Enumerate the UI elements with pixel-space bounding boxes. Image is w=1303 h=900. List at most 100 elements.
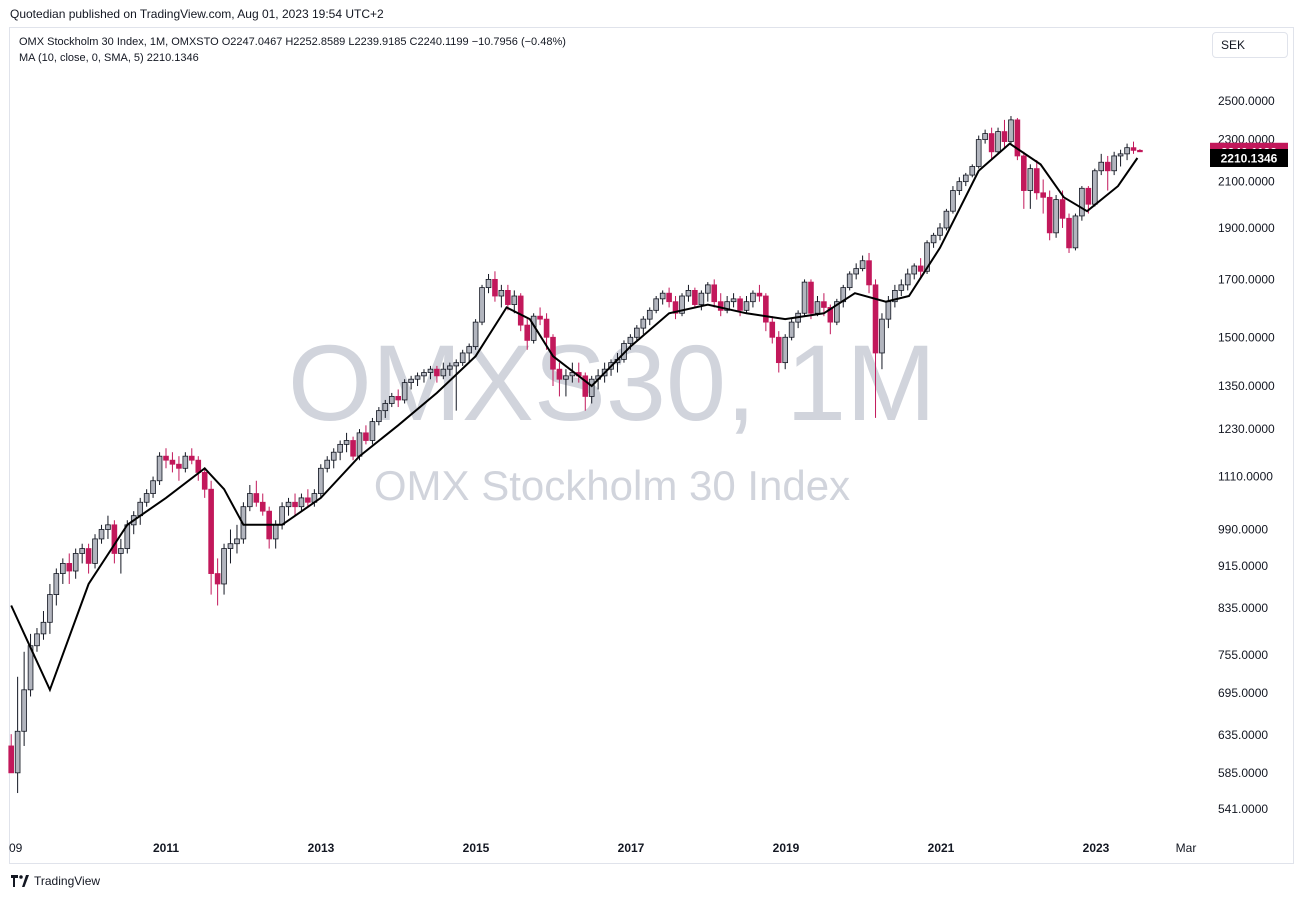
candle-body (259, 501, 266, 512)
candle-body (337, 443, 343, 453)
candle-body (272, 524, 279, 540)
candle-body (911, 265, 918, 275)
candle-body (305, 497, 311, 503)
candle (188, 448, 195, 465)
candle-body (505, 290, 511, 305)
candle-series (8, 116, 1143, 794)
candle-body (66, 563, 73, 572)
candle (214, 558, 221, 606)
candle (956, 177, 963, 196)
candle-body (1008, 119, 1014, 142)
candle-body (298, 497, 305, 508)
candle (666, 287, 672, 308)
y-tick-label: 1350.0000 (1218, 379, 1275, 393)
candle (692, 287, 698, 308)
candle (659, 290, 666, 305)
candle-body (827, 307, 834, 323)
candle-body (479, 287, 485, 323)
candle-body (1124, 147, 1130, 155)
candle-body (537, 315, 543, 320)
currency-button[interactable]: SEK (1212, 32, 1288, 58)
candle (769, 316, 776, 344)
candle-body (285, 501, 292, 508)
candle-body (653, 298, 659, 311)
y-tick-label: 835.0000 (1218, 601, 1268, 615)
candle (853, 263, 859, 280)
candle-body (1092, 170, 1098, 205)
candle-body (672, 301, 679, 314)
candle (995, 127, 1001, 154)
y-axis[interactable]: 2500.00002300.00002100.00001900.00001700… (1218, 94, 1275, 816)
candle-body (40, 621, 47, 635)
x-tick-label: 2019 (773, 841, 800, 855)
candle (453, 359, 460, 411)
candle-body (872, 284, 879, 354)
candle (775, 331, 782, 373)
candle (640, 316, 647, 335)
candle (724, 296, 730, 314)
candle (763, 293, 769, 332)
candle-body (363, 432, 369, 441)
watermark-name: OMX Stockholm 30 Index (374, 462, 850, 509)
candle-body (388, 396, 395, 404)
candle (21, 651, 27, 746)
candle-body (118, 548, 124, 554)
candle (1008, 116, 1014, 144)
candle (711, 279, 718, 308)
candle (563, 369, 569, 397)
legend-ma-line[interactable]: MA (10, close, 0, SMA, 5) 2210.1346 (19, 52, 199, 64)
x-tick-label: 2023 (1083, 841, 1110, 855)
candle-body (627, 336, 634, 344)
candle-body (846, 273, 853, 289)
candle (1046, 190, 1053, 241)
candle-body (524, 324, 531, 341)
candle (705, 282, 711, 302)
candle-body (698, 292, 705, 305)
candle (505, 284, 511, 311)
candle (421, 369, 427, 383)
y-tick-label: 695.0000 (1218, 686, 1268, 700)
candle (743, 296, 750, 314)
candle-body (982, 133, 988, 140)
candle (98, 524, 105, 544)
candle (163, 448, 169, 469)
candle (943, 208, 950, 231)
price-labels: 2240.11992210.1346 (1210, 142, 1288, 168)
candle (201, 468, 208, 498)
candle (679, 293, 685, 317)
candle (556, 362, 563, 397)
candle (1021, 151, 1027, 209)
candle-body (163, 455, 169, 461)
candle (118, 538, 124, 574)
candle-body (150, 480, 156, 494)
candle-body (176, 463, 182, 469)
candle-body (92, 538, 98, 564)
candle (105, 515, 111, 539)
legend-symbol-line[interactable]: OMX Stockholm 30 Index, 1M, OMXSTO O2247… (19, 36, 566, 48)
candle-body (885, 301, 892, 320)
candle (492, 271, 498, 302)
candle (440, 362, 447, 380)
candle (285, 497, 292, 516)
candle-body (737, 298, 743, 311)
candle-body (369, 421, 376, 441)
candle (363, 425, 369, 445)
svg-text:2210.1346: 2210.1346 (1221, 152, 1278, 166)
candle (930, 232, 937, 248)
candle-body (414, 375, 421, 380)
x-axis[interactable]: 09 2011 2013 2015 2017 2019 2021 2023 Mar (9, 841, 1196, 855)
candle-body (382, 403, 389, 412)
x-tick-label: Mar (1176, 841, 1197, 855)
y-tick-label: 1500.0000 (1218, 330, 1275, 344)
candle (750, 290, 756, 308)
footer-brand: TradingView (34, 874, 101, 888)
candle-body (685, 290, 692, 297)
candle (227, 529, 234, 564)
candle-body (492, 278, 498, 297)
candle (634, 325, 640, 341)
candle (317, 464, 324, 498)
candle (1001, 119, 1008, 148)
candle (1072, 213, 1079, 251)
candle (182, 452, 189, 473)
